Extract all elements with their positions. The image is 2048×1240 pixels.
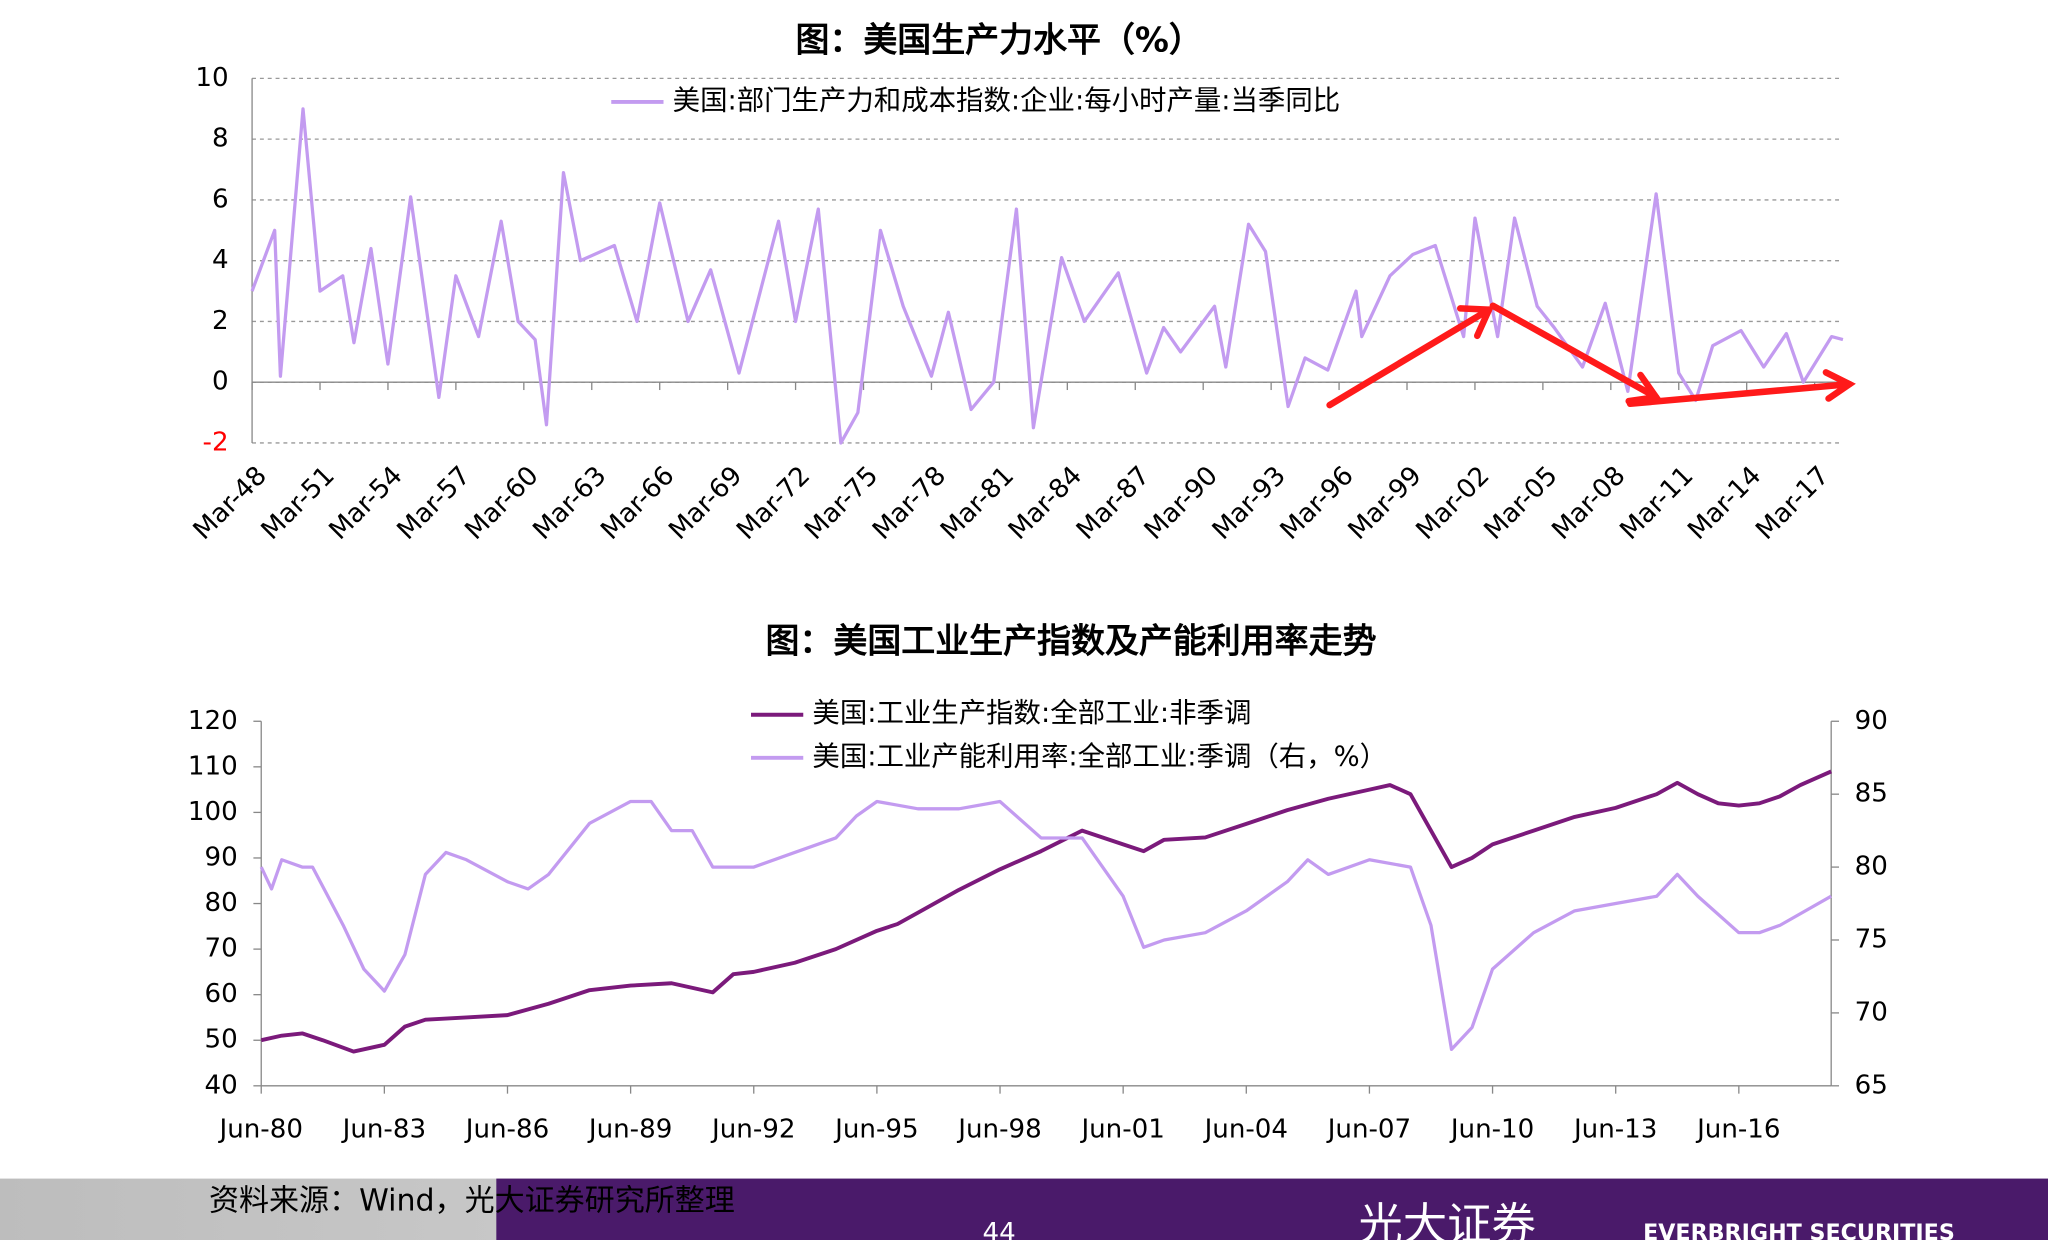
x-tick-label: Mar-02 [1411, 461, 1496, 546]
y-tick-label: 4 [212, 245, 229, 275]
x-tick-label: Mar-93 [1207, 461, 1292, 546]
y2-tick-label: 65 [1855, 1070, 1888, 1100]
x-tick-label: Jun-86 [464, 1115, 549, 1145]
annotation-arrows [1326, 302, 1856, 409]
arrow-head [1822, 369, 1856, 402]
series-line [260, 769, 1832, 1054]
y2-tick-label: 85 [1855, 779, 1888, 809]
chart-title: 图：美国生产力水平（%） [795, 20, 1202, 60]
y-tick-label: 2 [212, 306, 229, 336]
x-tick-label: Mar-75 [799, 461, 884, 546]
legend-label: 美国:工业产能利用率:全部工业:季调（右，%） [812, 741, 1387, 772]
x-tick-label: Mar-72 [731, 461, 816, 546]
arrow [1626, 380, 1853, 408]
x-tick-label: Mar-05 [1479, 461, 1564, 546]
legend-label: 美国:部门生产力和成本指数:企业:每小时产量:当季同比 [673, 85, 1341, 116]
x-tick-label: Jun-13 [1572, 1115, 1657, 1145]
arrow-head [1456, 305, 1494, 340]
logo-en: EVERBRIGHT SECURITIES [1643, 1220, 1955, 1240]
y-tick-label: 110 [188, 751, 238, 781]
y-tick-label: 100 [188, 797, 238, 827]
y-tick-label: -2 [203, 427, 229, 457]
page-number: 44 [983, 1218, 1016, 1240]
arrow [1489, 302, 1660, 401]
x-tick-label: Jun-95 [833, 1115, 918, 1145]
chart-title: 图：美国工业生产指数及产能利用率走势 [765, 621, 1376, 661]
x-tick-label: Mar-14 [1682, 461, 1767, 546]
y-tick-label: 50 [204, 1025, 237, 1055]
x-tick-label: Jun-01 [1079, 1115, 1164, 1145]
footer-purple [496, 1178, 2048, 1240]
y2-tick-label: 75 [1855, 924, 1888, 954]
y2-tick-label: 80 [1855, 852, 1888, 882]
y-tick-label: 0 [212, 367, 229, 397]
x-tick-label: Mar-11 [1614, 461, 1699, 546]
source: 资料来源：Wind，光大证券研究所整理 [209, 1184, 735, 1219]
y-tick-label: 90 [204, 842, 237, 872]
x-tick-label: Jun-83 [341, 1115, 426, 1145]
x-tick-label: Jun-04 [1203, 1115, 1288, 1145]
x-tick-label: Mar-51 [256, 461, 341, 546]
y-tick-label: 70 [204, 934, 237, 964]
x-tick-label: Mar-63 [527, 461, 612, 546]
series-line [250, 107, 1844, 445]
x-tick-label: Jun-80 [218, 1115, 303, 1145]
arrow [1326, 306, 1493, 409]
x-tick-label: Mar-81 [935, 461, 1020, 546]
x-tick-label: Mar-69 [663, 461, 748, 546]
y-tick-label: 80 [204, 888, 237, 918]
x-tick-label: Mar-78 [867, 461, 952, 546]
y-tick-label: 6 [212, 184, 229, 214]
series-line [259, 799, 1832, 1051]
y-tick-label: 8 [212, 124, 229, 154]
y-tick-label: 10 [195, 63, 228, 93]
x-tick-label: Jun-89 [587, 1115, 672, 1145]
x-tick-label: Mar-17 [1750, 461, 1835, 546]
x-tick-label: Jun-10 [1449, 1115, 1534, 1145]
y-tick-label: 120 [188, 706, 238, 736]
x-tick-label: Mar-57 [392, 461, 477, 546]
x-tick-label: Mar-87 [1071, 461, 1156, 546]
x-tick-label: Mar-99 [1343, 461, 1428, 546]
y-tick-label: 60 [204, 979, 237, 1009]
x-tick-label: Jun-98 [956, 1115, 1041, 1145]
x-tick-label: Mar-84 [1003, 461, 1088, 546]
x-tick-label: Mar-54 [324, 461, 409, 546]
y2-tick-label: 70 [1855, 997, 1888, 1027]
legend-label: 美国:工业生产指数:全部工业:非季调 [812, 698, 1251, 729]
logo-cn: 光大证券 [1358, 1200, 1536, 1240]
x-tick-label: Jun-92 [710, 1115, 795, 1145]
x-tick-label: Mar-90 [1139, 461, 1224, 546]
x-tick-label: Jun-16 [1695, 1115, 1780, 1145]
x-tick-label: Mar-08 [1547, 461, 1632, 546]
x-tick-label: Mar-48 [188, 461, 273, 546]
x-tick-label: Mar-96 [1275, 461, 1360, 546]
y2-tick-label: 90 [1855, 706, 1888, 736]
y-tick-label: 40 [204, 1070, 237, 1100]
x-tick-label: Mar-60 [460, 461, 545, 546]
x-tick-label: Mar-66 [595, 461, 680, 546]
x-tick-label: Jun-07 [1326, 1115, 1411, 1145]
